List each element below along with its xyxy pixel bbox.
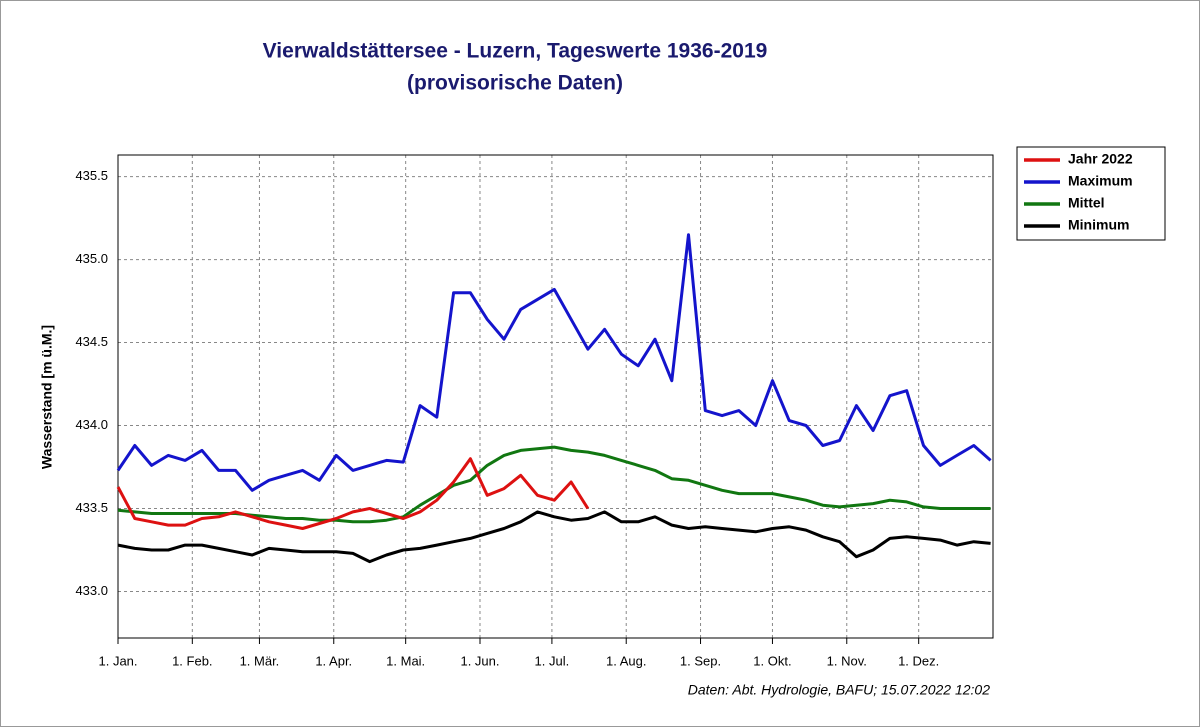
- x-tick-label: 1. Mär.: [240, 653, 280, 668]
- legend-label: Jahr 2022: [1068, 151, 1133, 167]
- y-tick-label: 433.0: [75, 583, 108, 598]
- y-tick-label: 434.5: [75, 334, 108, 349]
- x-tick-label: 1. Sep.: [680, 653, 721, 668]
- series-line: [116, 233, 992, 492]
- x-tick-label: 1. Okt.: [753, 653, 791, 668]
- series-line: [116, 457, 590, 530]
- series-line: [117, 510, 991, 564]
- x-tick-label: 1. Dez.: [898, 653, 939, 668]
- series-line: [117, 445, 991, 524]
- y-tick-label: 435.0: [75, 251, 108, 266]
- y-tick-label: 435.5: [75, 168, 108, 183]
- x-tick-label: 1. Jul.: [535, 653, 570, 668]
- x-tick-label: 1. Apr.: [315, 653, 352, 668]
- x-tick-label: 1. Nov.: [827, 653, 867, 668]
- legend-label: Minimum: [1068, 217, 1129, 233]
- y-tick-label: 434.0: [75, 417, 108, 432]
- y-tick-label: 433.5: [75, 500, 108, 515]
- chart-title: Vierwaldstättersee - Luzern, Tageswerte …: [263, 40, 768, 63]
- x-tick-label: 1. Aug.: [606, 653, 646, 668]
- y-axis-label: Wasserstand [m ü.M.]: [39, 325, 55, 469]
- chart-subtitle: (provisorische Daten): [407, 72, 623, 95]
- x-tick-label: 1. Feb.: [172, 653, 212, 668]
- plot-border: [117, 154, 994, 639]
- x-tick-label: 1. Mai.: [386, 653, 425, 668]
- legend-label: Maximum: [1068, 173, 1133, 189]
- source-note: Daten: Abt. Hydrologie, BAFU; 15.07.2022…: [688, 682, 990, 698]
- x-tick-label: 1. Jun.: [460, 653, 499, 668]
- x-tick-label: 1. Jan.: [98, 653, 137, 668]
- legend-label: Mittel: [1068, 195, 1105, 211]
